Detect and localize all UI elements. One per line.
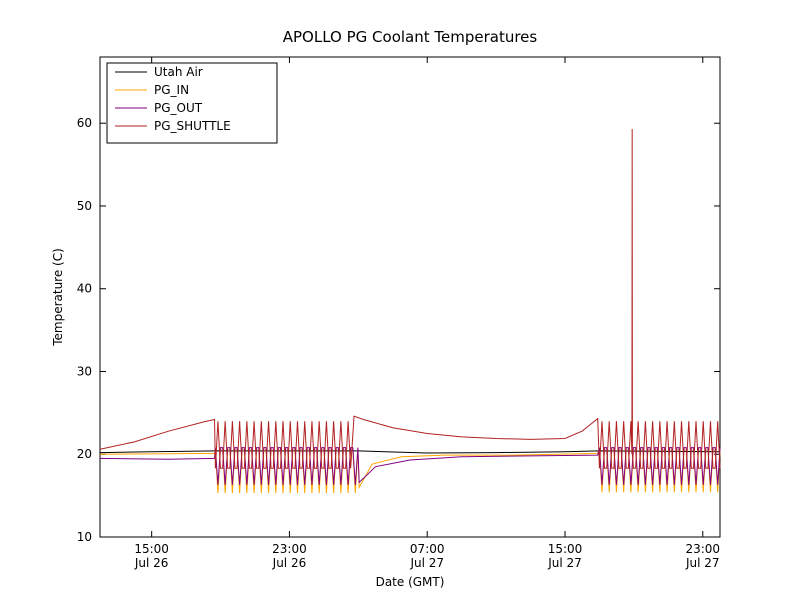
y-tick-label: 50 — [77, 199, 92, 213]
series-line-utah-air — [99, 450, 721, 454]
legend: Utah Air PG_IN PG_OUT PG_SHUTTLE — [106, 62, 278, 144]
y-axis-label: Temperature (C) — [51, 248, 65, 346]
axes-frame — [99, 56, 721, 538]
legend-box — [106, 62, 278, 144]
x-tick-date-label: Jul 27 — [685, 556, 720, 570]
series-line-pg-in — [99, 448, 721, 494]
x-axis-label: Date (GMT) — [375, 575, 445, 589]
legend-label: PG_IN — [154, 83, 189, 97]
x-tick-date-label: Jul 26 — [134, 556, 169, 570]
legend-label: PG_OUT — [154, 101, 203, 115]
x-tick-time-label: 15:00 — [548, 542, 583, 556]
x-tick-time-label: 23:00 — [685, 542, 720, 556]
series-line-pg-shuttle — [99, 128, 721, 469]
x-tick-date-label: Jul 27 — [547, 556, 582, 570]
y-tick-label: 60 — [77, 116, 92, 130]
x-tick-time-label: 07:00 — [410, 542, 445, 556]
x-tick-date-label: Jul 27 — [409, 556, 444, 570]
y-tick-label: 10 — [77, 530, 92, 544]
y-tick-label: 30 — [77, 364, 92, 378]
x-tick-date-label: Jul 26 — [272, 556, 307, 570]
chart-title: APOLLO PG Coolant Temperatures — [282, 28, 538, 46]
y-tick-label: 40 — [77, 282, 92, 296]
x-tick-time-label: 15:00 — [134, 542, 169, 556]
x-tick-time-label: 23:00 — [272, 542, 307, 556]
y-tick-label: 20 — [77, 447, 92, 461]
legend-label: Utah Air — [154, 65, 203, 79]
legend-label: PG_SHUTTLE — [154, 119, 231, 133]
